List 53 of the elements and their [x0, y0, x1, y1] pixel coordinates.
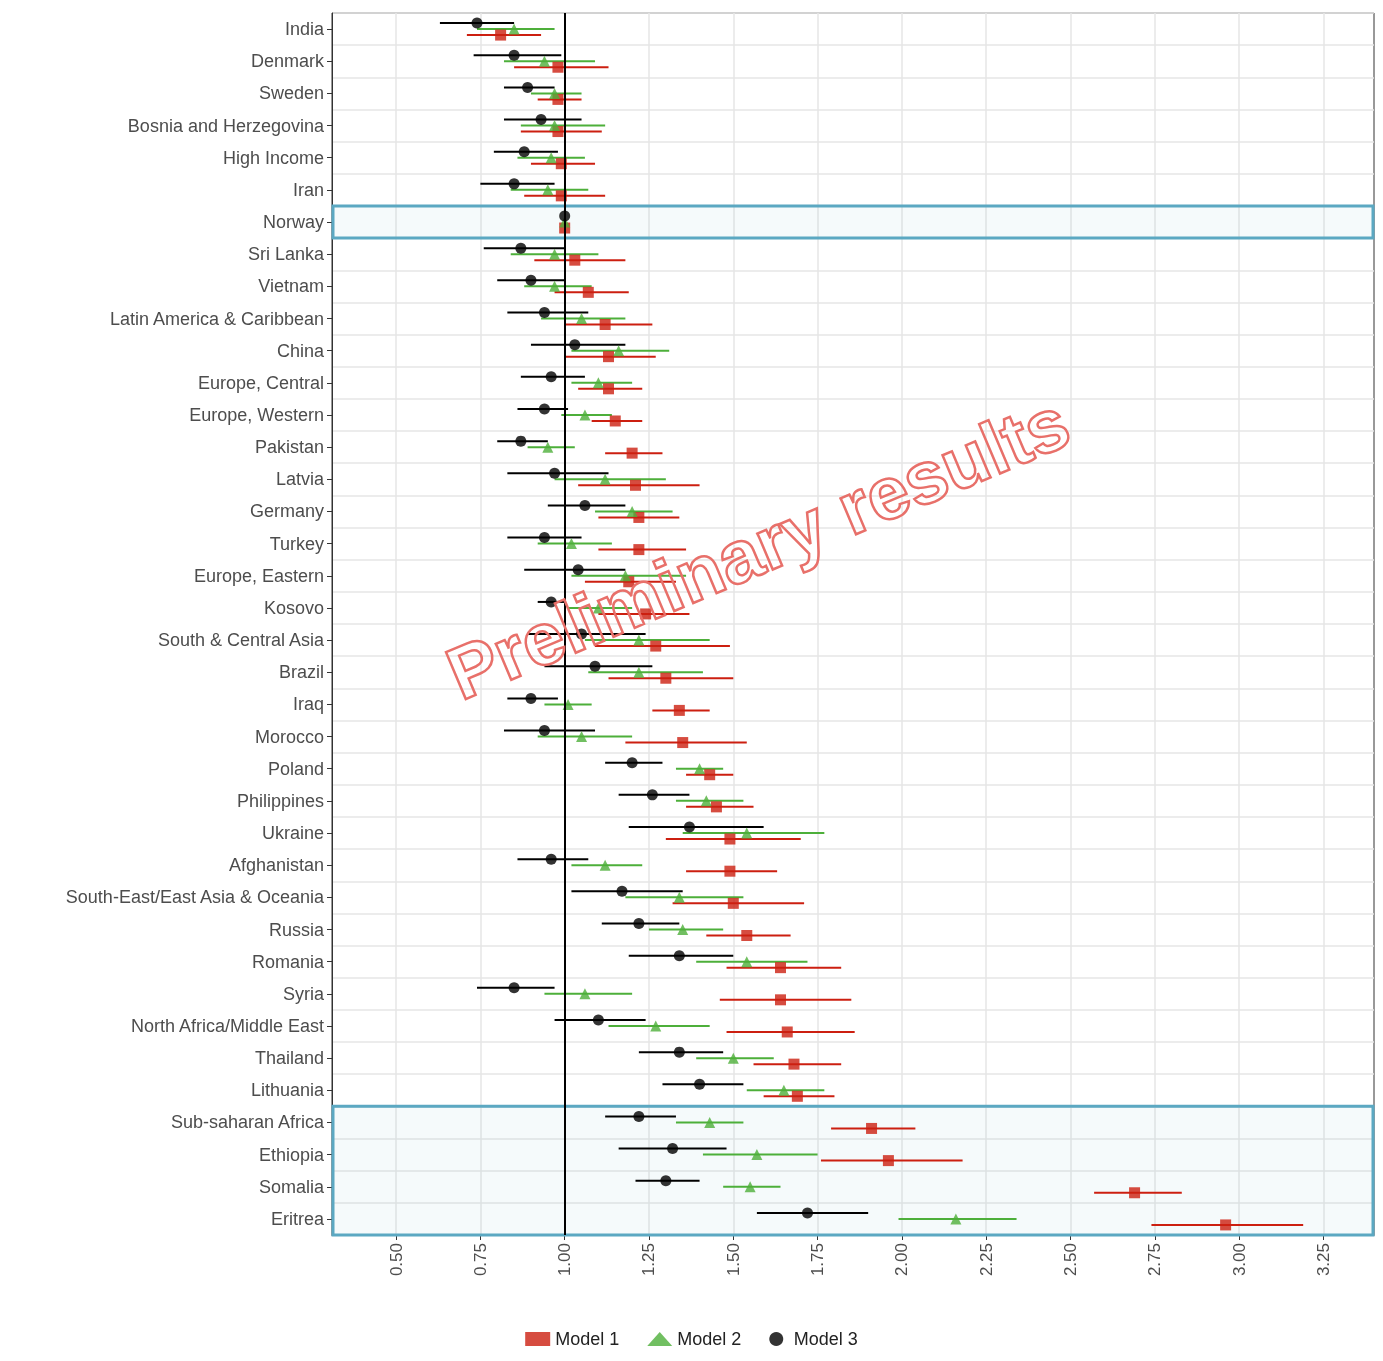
y-tick-label: Romania	[251, 951, 325, 972]
x-tick-label: 2.25	[976, 1243, 996, 1277]
y-tick-label: China	[276, 340, 325, 361]
x-tick-label: 0.50	[386, 1243, 406, 1277]
y-tick-label: Vietnam	[258, 276, 324, 297]
legend-label: Model 2	[677, 1329, 742, 1349]
y-tick-label: High Income	[222, 147, 324, 168]
y-tick-label: Russia	[268, 919, 325, 940]
y-tick-label: Turkey	[269, 533, 324, 554]
x-tick-label: 1.00	[555, 1243, 575, 1277]
y-tick-label: Europe, Western	[189, 404, 324, 425]
y-tick-label: Latvia	[275, 469, 325, 490]
y-tick-label: Lithuania	[250, 1080, 325, 1101]
y-tick-label: Sub-saharan Africa	[170, 1112, 325, 1133]
y-tick-label: Poland	[267, 758, 324, 779]
y-tick-label: Brazil	[278, 662, 324, 683]
x-tick-label: 0.75	[470, 1243, 490, 1277]
y-tick-label: Sri Lanka	[247, 244, 325, 265]
y-tick-label: Kosovo	[263, 597, 324, 618]
y-tick-label: Philippines	[236, 790, 324, 811]
y-tick-label: India	[284, 19, 325, 40]
x-tick-label: 1.50	[723, 1243, 743, 1277]
y-tick-label: South & Central Asia	[157, 630, 325, 651]
y-tick-label: South-East/East Asia & Oceania	[65, 887, 325, 908]
y-tick-label: Somalia	[258, 1176, 325, 1197]
y-tick-label: Syria	[282, 983, 325, 1004]
x-tick-label: 2.50	[1061, 1243, 1080, 1277]
x-tick-label: 1.75	[808, 1243, 828, 1277]
y-tick-label: Ethiopia	[258, 1144, 325, 1165]
y-tick-label: Morocco	[254, 726, 324, 747]
y-tick-label: Iran	[292, 179, 324, 200]
legend-label: Model 3	[793, 1329, 858, 1349]
y-tick-label: Sweden	[258, 83, 324, 104]
x-tick-label: 2.75	[1145, 1243, 1165, 1277]
x-tick-label: 1.25	[639, 1243, 659, 1277]
y-tick-label: Afghanistan	[228, 855, 324, 876]
y-tick-label: Europe, Eastern	[193, 565, 324, 586]
y-tick-label: North Africa/Middle East	[130, 1015, 324, 1036]
y-tick-label: Eritrea	[270, 1208, 325, 1229]
y-tick-label: Norway	[262, 212, 324, 233]
y-tick-label: Thailand	[254, 1048, 324, 1069]
legend-label: Model 1	[555, 1329, 620, 1349]
y-tick-label: Ukraine	[261, 823, 324, 844]
y-tick-label: Latin America & Caribbean	[109, 308, 324, 329]
x-tick-label: 3.00	[1229, 1243, 1249, 1277]
y-tick-label: Pakistan	[254, 437, 324, 458]
y-tick-label: Bosnia and Herzegovina	[127, 115, 325, 136]
x-tick-label: 2.00	[892, 1243, 912, 1277]
x-tick-label: 3.25	[1313, 1243, 1333, 1277]
y-tick-label: Europe, Central	[197, 372, 324, 393]
y-tick-label: Denmark	[250, 51, 325, 72]
y-tick-label: Germany	[249, 501, 324, 522]
y-tick-label: Iraq	[292, 694, 324, 715]
